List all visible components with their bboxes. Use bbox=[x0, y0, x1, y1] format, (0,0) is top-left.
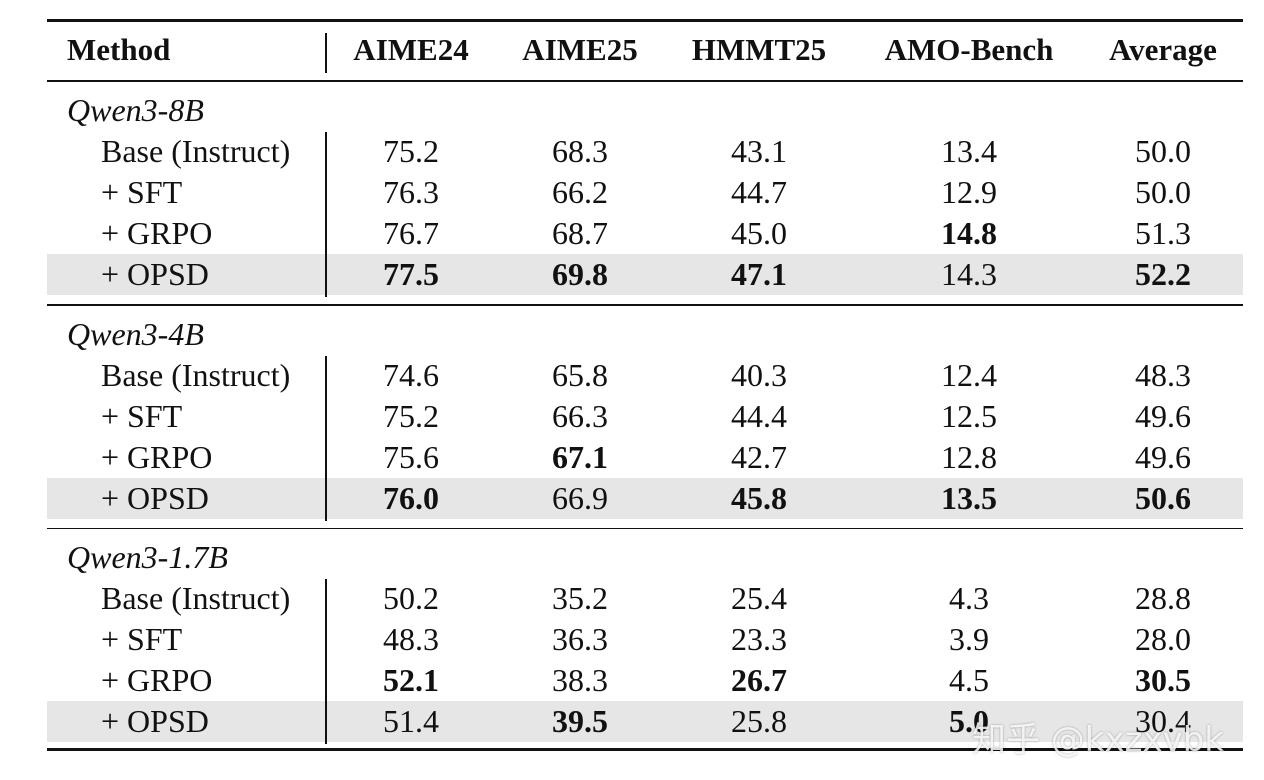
group-label: Qwen3-8B bbox=[67, 92, 204, 128]
value-cell: 51.4 bbox=[383, 703, 439, 739]
method-cell: Base (Instruct) bbox=[101, 580, 291, 616]
value-cell: 3.9 bbox=[949, 621, 989, 657]
value-cell: 77.5 bbox=[383, 256, 439, 292]
method-cell: + GRPO bbox=[101, 438, 213, 475]
value-cell: 14.8 bbox=[941, 215, 997, 251]
method-cell: + OPSD bbox=[101, 703, 209, 739]
header-cell: Method bbox=[67, 32, 171, 67]
value-cell: 42.7 bbox=[731, 438, 787, 475]
header-cell: Average bbox=[1109, 32, 1217, 67]
value-cell: 43.1 bbox=[731, 133, 787, 169]
value-cell: 35.2 bbox=[552, 580, 608, 616]
value-cell: 66.3 bbox=[552, 397, 608, 434]
header-cell: AIME25 bbox=[522, 32, 638, 67]
value-cell: 25.8 bbox=[731, 703, 787, 739]
highlight-band bbox=[47, 254, 1243, 295]
value-cell: 14.3 bbox=[941, 256, 997, 292]
value-cell: 66.9 bbox=[552, 479, 608, 516]
value-cell: 23.3 bbox=[731, 621, 787, 657]
group-label: Qwen3-1.7B bbox=[67, 539, 228, 575]
value-cell: 47.1 bbox=[731, 256, 787, 292]
value-cell: 44.7 bbox=[731, 174, 787, 210]
group-divider bbox=[325, 132, 327, 297]
value-cell: 30.4 bbox=[1135, 703, 1191, 739]
value-cell: 5.0 bbox=[949, 703, 989, 739]
value-cell: 48.3 bbox=[383, 621, 439, 657]
value-cell: 65.8 bbox=[552, 356, 608, 393]
method-cell: Base (Instruct) bbox=[101, 356, 291, 393]
value-cell: 69.8 bbox=[552, 256, 608, 292]
header-rule bbox=[47, 80, 1243, 82]
header-divider bbox=[325, 33, 327, 73]
value-cell: 4.3 bbox=[949, 580, 989, 616]
value-cell: 13.4 bbox=[941, 133, 997, 169]
value-cell: 52.1 bbox=[383, 662, 439, 698]
value-cell: 4.5 bbox=[949, 662, 989, 698]
value-cell: 44.4 bbox=[731, 397, 787, 434]
method-cell: + SFT bbox=[101, 621, 183, 657]
method-cell: + SFT bbox=[101, 397, 183, 434]
method-cell: + OPSD bbox=[101, 479, 209, 516]
method-cell: + GRPO bbox=[101, 215, 213, 251]
header-cell: AIME24 bbox=[353, 32, 469, 67]
value-cell: 39.5 bbox=[552, 703, 608, 739]
header-cell: AMO-Bench bbox=[884, 32, 1054, 67]
value-cell: 36.3 bbox=[552, 621, 608, 657]
value-cell: 28.8 bbox=[1135, 580, 1191, 616]
value-cell: 12.5 bbox=[941, 397, 997, 434]
value-cell: 49.6 bbox=[1135, 438, 1191, 475]
value-cell: 49.6 bbox=[1135, 397, 1191, 434]
value-cell: 25.4 bbox=[731, 580, 787, 616]
group-rule bbox=[47, 527, 1243, 529]
value-cell: 30.5 bbox=[1135, 662, 1191, 698]
value-cell: 52.2 bbox=[1135, 256, 1191, 292]
value-cell: 67.1 bbox=[552, 438, 608, 475]
value-cell: 68.3 bbox=[552, 133, 608, 169]
value-cell: 76.0 bbox=[383, 479, 439, 516]
value-cell: 12.4 bbox=[941, 356, 997, 393]
group-rule bbox=[47, 304, 1243, 306]
value-cell: 75.2 bbox=[383, 397, 439, 434]
value-cell: 76.7 bbox=[383, 215, 439, 251]
value-cell: 45.8 bbox=[731, 479, 787, 516]
method-cell: + OPSD bbox=[101, 256, 209, 292]
value-cell: 75.6 bbox=[383, 438, 439, 475]
group-divider bbox=[325, 579, 327, 744]
value-cell: 38.3 bbox=[552, 662, 608, 698]
value-cell: 50.2 bbox=[383, 580, 439, 616]
method-cell: Base (Instruct) bbox=[101, 133, 291, 169]
value-cell: 28.0 bbox=[1135, 621, 1191, 657]
group-label: Qwen3-4B bbox=[67, 315, 204, 352]
value-cell: 74.6 bbox=[383, 356, 439, 393]
header-cell: HMMT25 bbox=[691, 32, 827, 67]
value-cell: 12.8 bbox=[941, 438, 997, 475]
method-cell: + GRPO bbox=[101, 662, 213, 698]
value-cell: 76.3 bbox=[383, 174, 439, 210]
highlight-band bbox=[47, 701, 1243, 742]
value-cell: 66.2 bbox=[552, 174, 608, 210]
value-cell: 45.0 bbox=[731, 215, 787, 251]
value-cell: 26.7 bbox=[731, 662, 787, 698]
value-cell: 50.0 bbox=[1135, 174, 1191, 210]
value-cell: 50.0 bbox=[1135, 133, 1191, 169]
value-cell: 50.6 bbox=[1135, 479, 1191, 516]
method-cell: + SFT bbox=[101, 174, 183, 210]
top-rule bbox=[47, 19, 1243, 22]
value-cell: 40.3 bbox=[731, 356, 787, 393]
value-cell: 51.3 bbox=[1135, 215, 1191, 251]
group-divider bbox=[325, 355, 327, 521]
value-cell: 68.7 bbox=[552, 215, 608, 251]
watermark: 知乎 @kxzxvbk bbox=[972, 720, 1224, 760]
value-cell: 13.5 bbox=[941, 479, 997, 516]
value-cell: 48.3 bbox=[1135, 356, 1191, 393]
value-cell: 12.9 bbox=[941, 174, 997, 210]
value-cell: 75.2 bbox=[383, 133, 439, 169]
bottom-rule bbox=[47, 748, 1243, 751]
highlight-band bbox=[47, 477, 1243, 519]
